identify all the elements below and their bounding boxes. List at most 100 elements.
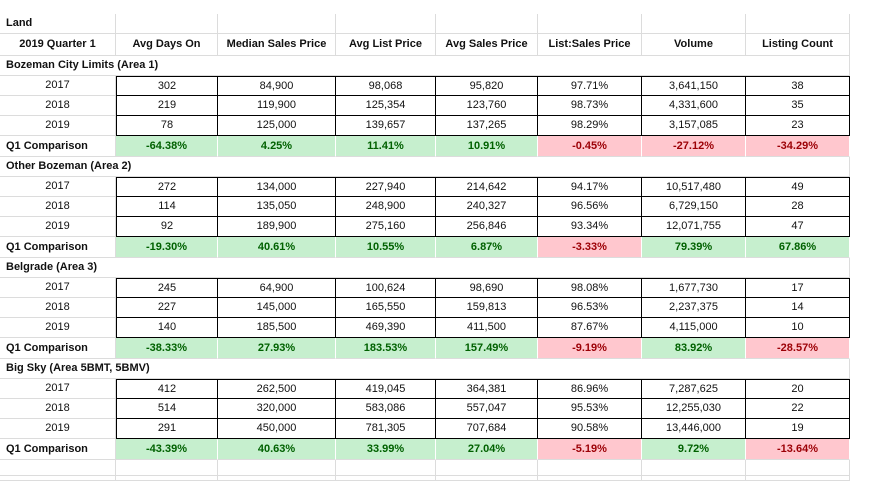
value-cell-listing-count[interactable]: 10 xyxy=(746,318,850,338)
empty-cell[interactable] xyxy=(538,476,642,481)
year-cell[interactable]: 2019 xyxy=(0,116,116,136)
year-cell[interactable]: 2019 xyxy=(0,318,116,338)
comparison-cell-avg-days-on[interactable]: -38.33% xyxy=(116,338,218,359)
value-cell-median-sales-price[interactable]: 84,900 xyxy=(218,76,336,96)
value-cell-avg-sales-price[interactable]: 137,265 xyxy=(436,116,538,136)
empty-cell[interactable] xyxy=(642,460,746,476)
empty-cell[interactable] xyxy=(218,460,336,476)
empty-cell[interactable] xyxy=(746,14,850,34)
value-cell-listing-count[interactable]: 38 xyxy=(746,76,850,96)
value-cell-listing-count[interactable]: 35 xyxy=(746,96,850,116)
value-cell-listing-count[interactable]: 19 xyxy=(746,419,850,439)
comparison-cell-median-sales-price[interactable]: 27.93% xyxy=(218,338,336,359)
value-cell-avg-list-price[interactable]: 100,624 xyxy=(336,278,436,298)
year-cell[interactable]: 2018 xyxy=(0,399,116,419)
value-cell-avg-sales-price[interactable]: 707,684 xyxy=(436,419,538,439)
value-cell-avg-days-on[interactable]: 272 xyxy=(116,177,218,197)
value-cell-avg-days-on[interactable]: 227 xyxy=(116,298,218,318)
column-header-listing-count[interactable]: Listing Count xyxy=(746,34,850,56)
value-cell-volume[interactable]: 3,641,150 xyxy=(642,76,746,96)
value-cell-list-sales-price[interactable]: 96.56% xyxy=(538,197,642,217)
comparison-cell-avg-days-on[interactable]: -19.30% xyxy=(116,237,218,258)
value-cell-median-sales-price[interactable]: 134,000 xyxy=(218,177,336,197)
empty-cell[interactable] xyxy=(642,14,746,34)
empty-cell[interactable] xyxy=(0,476,116,481)
value-cell-avg-list-price[interactable]: 248,900 xyxy=(336,197,436,217)
empty-cell[interactable] xyxy=(116,476,218,481)
value-cell-avg-days-on[interactable]: 78 xyxy=(116,116,218,136)
comparison-cell-avg-list-price[interactable]: 33.99% xyxy=(336,439,436,460)
value-cell-avg-sales-price[interactable]: 240,327 xyxy=(436,197,538,217)
comparison-cell-volume[interactable]: 83.92% xyxy=(642,338,746,359)
empty-cell[interactable] xyxy=(336,14,436,34)
value-cell-list-sales-price[interactable]: 93.34% xyxy=(538,217,642,237)
year-cell[interactable]: 2017 xyxy=(0,76,116,96)
empty-cell[interactable] xyxy=(336,460,436,476)
value-cell-volume[interactable]: 1,677,730 xyxy=(642,278,746,298)
comparison-cell-median-sales-price[interactable]: 4.25% xyxy=(218,136,336,157)
year-cell[interactable]: 2019 xyxy=(0,419,116,439)
value-cell-volume[interactable]: 3,157,085 xyxy=(642,116,746,136)
value-cell-listing-count[interactable]: 17 xyxy=(746,278,850,298)
comparison-cell-volume[interactable]: 9.72% xyxy=(642,439,746,460)
comparison-cell-listing-count[interactable]: -34.29% xyxy=(746,136,850,157)
year-cell[interactable]: 2019 xyxy=(0,217,116,237)
section-title[interactable]: Other Bozeman (Area 2) xyxy=(0,157,850,177)
comparison-cell-list-sales-price[interactable]: -9.19% xyxy=(538,338,642,359)
value-cell-volume[interactable]: 6,729,150 xyxy=(642,197,746,217)
comparison-cell-avg-list-price[interactable]: 183.53% xyxy=(336,338,436,359)
value-cell-list-sales-price[interactable]: 87.67% xyxy=(538,318,642,338)
value-cell-listing-count[interactable]: 23 xyxy=(746,116,850,136)
value-cell-list-sales-price[interactable]: 90.58% xyxy=(538,419,642,439)
value-cell-median-sales-price[interactable]: 145,000 xyxy=(218,298,336,318)
value-cell-volume[interactable]: 4,115,000 xyxy=(642,318,746,338)
year-cell[interactable]: 2018 xyxy=(0,96,116,116)
value-cell-list-sales-price[interactable]: 86.96% xyxy=(538,379,642,399)
column-header-volume[interactable]: Volume xyxy=(642,34,746,56)
comparison-cell-listing-count[interactable]: -28.57% xyxy=(746,338,850,359)
empty-cell[interactable] xyxy=(218,476,336,481)
value-cell-avg-list-price[interactable]: 165,550 xyxy=(336,298,436,318)
value-cell-volume[interactable]: 12,255,030 xyxy=(642,399,746,419)
value-cell-listing-count[interactable]: 28 xyxy=(746,197,850,217)
value-cell-avg-days-on[interactable]: 514 xyxy=(116,399,218,419)
value-cell-list-sales-price[interactable]: 97.71% xyxy=(538,76,642,96)
comparison-cell-listing-count[interactable]: 67.86% xyxy=(746,237,850,258)
comparison-cell-median-sales-price[interactable]: 40.61% xyxy=(218,237,336,258)
sheet-title[interactable]: Land xyxy=(0,14,116,34)
value-cell-median-sales-price[interactable]: 262,500 xyxy=(218,379,336,399)
empty-cell[interactable] xyxy=(116,14,218,34)
value-cell-avg-sales-price[interactable]: 159,813 xyxy=(436,298,538,318)
column-header-list-sales-price[interactable]: List:Sales Price xyxy=(538,34,642,56)
comparison-label[interactable]: Q1 Comparison xyxy=(0,237,116,258)
value-cell-avg-days-on[interactable]: 140 xyxy=(116,318,218,338)
value-cell-list-sales-price[interactable]: 98.08% xyxy=(538,278,642,298)
value-cell-median-sales-price[interactable]: 450,000 xyxy=(218,419,336,439)
value-cell-volume[interactable]: 10,517,480 xyxy=(642,177,746,197)
comparison-cell-avg-sales-price[interactable]: 157.49% xyxy=(436,338,538,359)
comparison-label[interactable]: Q1 Comparison xyxy=(0,136,116,157)
comparison-cell-avg-sales-price[interactable]: 6.87% xyxy=(436,237,538,258)
value-cell-avg-days-on[interactable]: 291 xyxy=(116,419,218,439)
value-cell-volume[interactable]: 13,446,000 xyxy=(642,419,746,439)
value-cell-median-sales-price[interactable]: 119,900 xyxy=(218,96,336,116)
year-cell[interactable]: 2018 xyxy=(0,197,116,217)
value-cell-avg-sales-price[interactable]: 364,381 xyxy=(436,379,538,399)
value-cell-avg-days-on[interactable]: 245 xyxy=(116,278,218,298)
value-cell-avg-days-on[interactable]: 92 xyxy=(116,217,218,237)
value-cell-volume[interactable]: 12,071,755 xyxy=(642,217,746,237)
comparison-cell-avg-list-price[interactable]: 11.41% xyxy=(336,136,436,157)
comparison-cell-listing-count[interactable]: -13.64% xyxy=(746,439,850,460)
value-cell-avg-sales-price[interactable]: 411,500 xyxy=(436,318,538,338)
empty-cell[interactable] xyxy=(746,460,850,476)
value-cell-avg-sales-price[interactable]: 95,820 xyxy=(436,76,538,96)
value-cell-volume[interactable]: 4,331,600 xyxy=(642,96,746,116)
value-cell-median-sales-price[interactable]: 125,000 xyxy=(218,116,336,136)
comparison-label[interactable]: Q1 Comparison xyxy=(0,338,116,359)
column-header-avg-list-price[interactable]: Avg List Price xyxy=(336,34,436,56)
value-cell-avg-list-price[interactable]: 275,160 xyxy=(336,217,436,237)
value-cell-listing-count[interactable]: 20 xyxy=(746,379,850,399)
empty-cell[interactable] xyxy=(538,460,642,476)
comparison-label[interactable]: Q1 Comparison xyxy=(0,439,116,460)
value-cell-avg-list-price[interactable]: 419,045 xyxy=(336,379,436,399)
